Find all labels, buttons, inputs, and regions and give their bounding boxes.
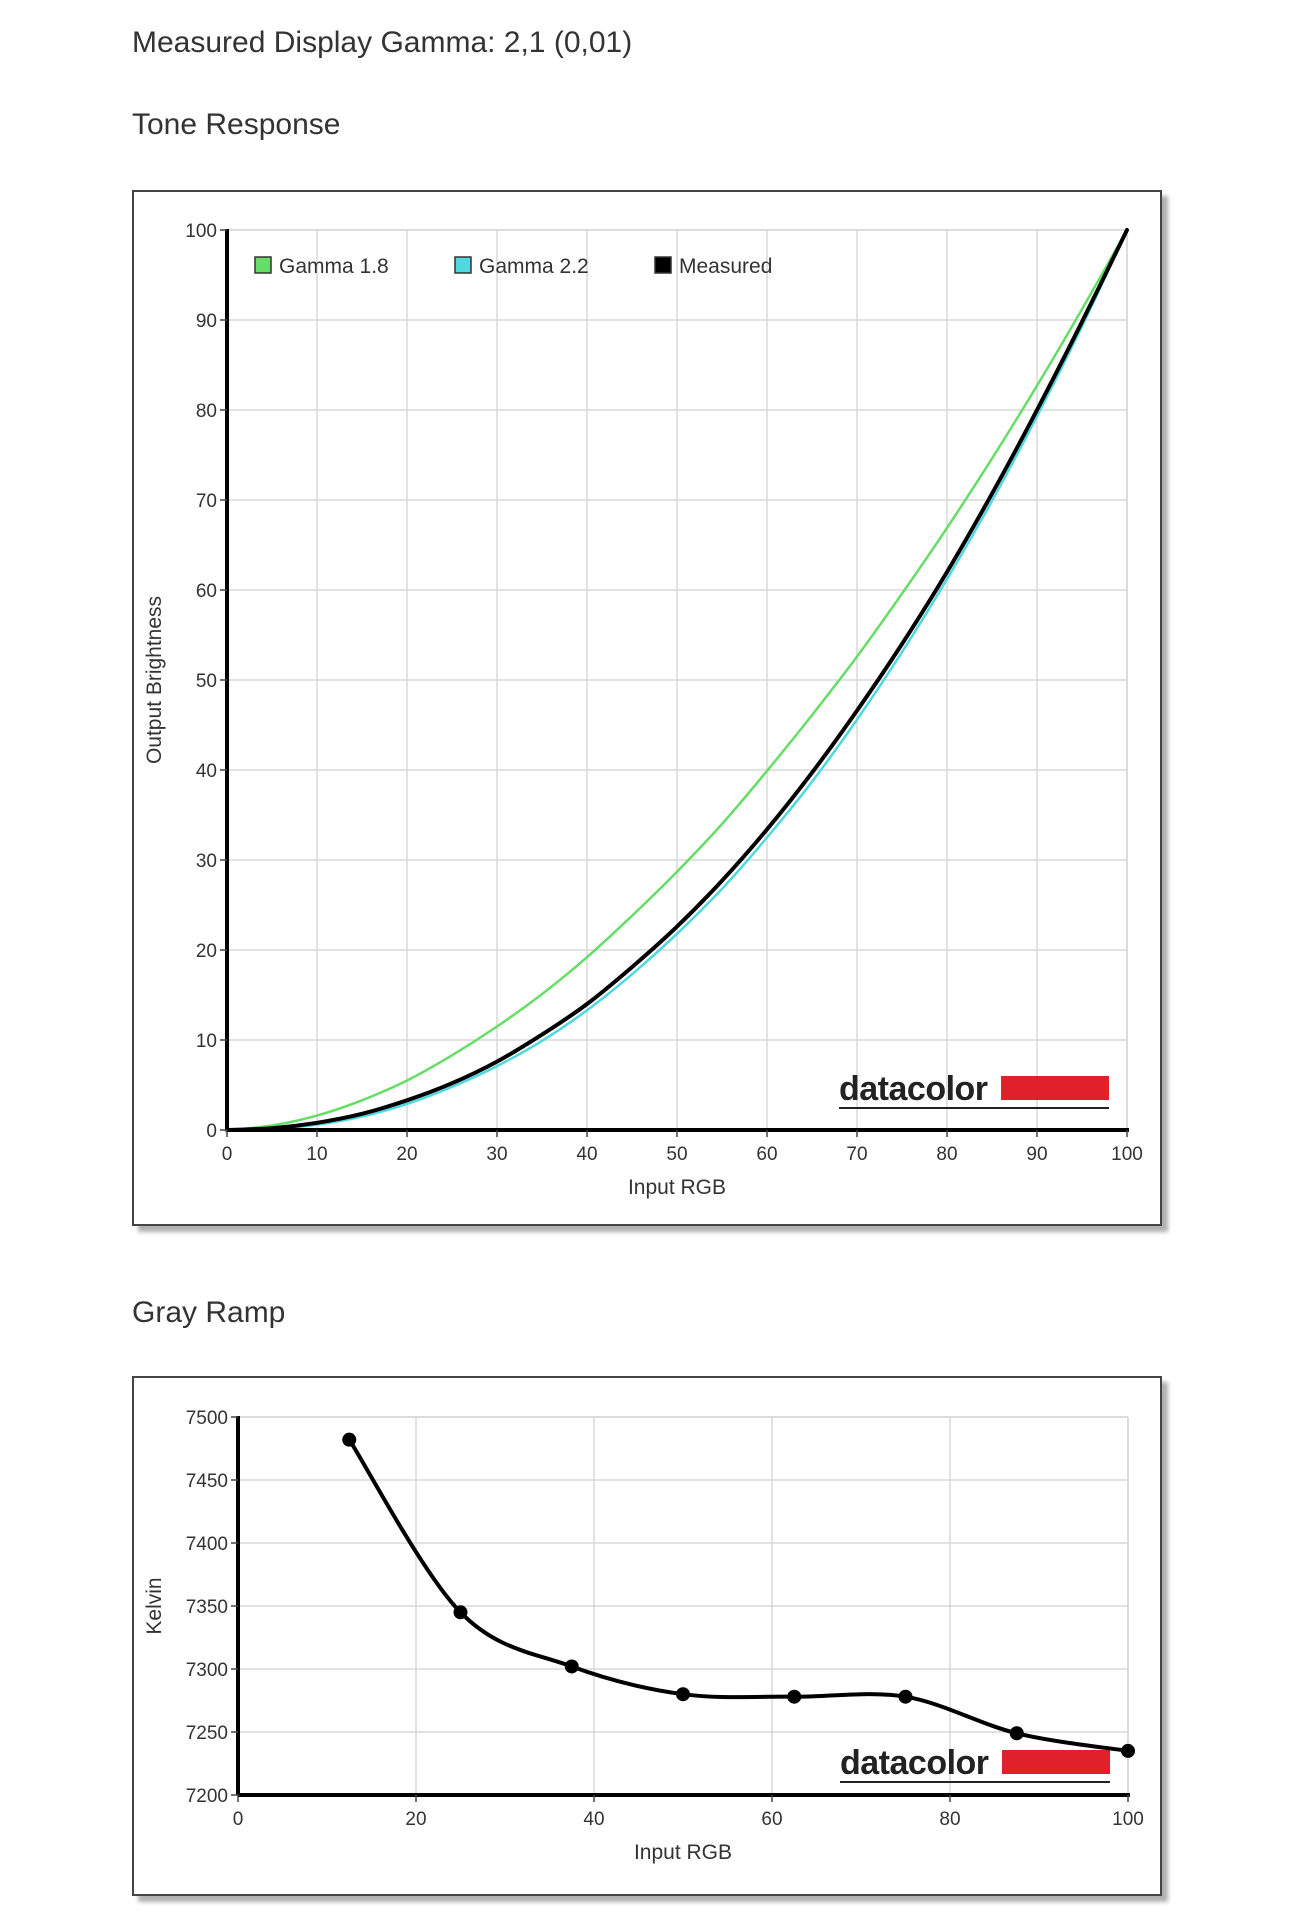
measured-gamma-label: Measured Display Gamma: 2,1 (0,01) (132, 26, 633, 59)
data-point (564, 1659, 579, 1674)
data-point (342, 1432, 357, 1447)
x-tick-label: 20 (405, 1809, 426, 1830)
gray-ramp-chart: datacolor 0 20 40 60 80 100 7200 7250 7300 7350 740… (132, 1376, 1162, 1896)
y-tick-label: 10 (196, 1031, 217, 1052)
x-tick-label: 100 (1111, 1144, 1143, 1165)
x-tick-label: 30 (486, 1144, 507, 1165)
y-tick-label: 60 (196, 581, 217, 602)
tone-response-title: Tone Response (132, 108, 341, 141)
x-tick-label: 40 (576, 1144, 597, 1165)
y-axis-title: Kelvin (143, 1577, 166, 1634)
y-tick-label: 7200 (186, 1786, 228, 1807)
x-tick-label: 60 (756, 1144, 777, 1165)
legend-swatch (454, 256, 472, 274)
y-tick-label: 30 (196, 851, 217, 872)
x-axis-title: Input RGB (634, 1841, 732, 1864)
x-tick-label: 50 (666, 1144, 687, 1165)
y-tick-label: 7250 (186, 1723, 228, 1744)
x-tick-label: 0 (222, 1144, 233, 1165)
data-point (1009, 1726, 1024, 1741)
legend-label: Gamma 2.2 (479, 255, 589, 278)
y-tick-label: 40 (196, 761, 217, 782)
legend-label: Measured (679, 255, 772, 278)
x-tick-label: 0 (233, 1809, 244, 1830)
gray-ramp-title: Gray Ramp (132, 1296, 286, 1329)
y-tick-label: 80 (196, 401, 217, 422)
data-point (1121, 1743, 1135, 1758)
gray-ramp-svg: datacolor 0 20 40 60 80 100 7200 7250 7300 7350 740… (143, 1408, 1144, 1864)
x-tick-label: 80 (936, 1144, 957, 1165)
legend-label: Gamma 1.8 (279, 255, 389, 278)
data-point (898, 1689, 913, 1704)
legend-swatch (254, 256, 272, 274)
y-tick-label: 20 (196, 941, 217, 962)
y-tick-label: 7400 (186, 1534, 228, 1555)
y-tick-label: 7500 (186, 1408, 228, 1429)
y-tick-label: 7350 (186, 1597, 228, 1618)
x-tick-label: 70 (846, 1144, 867, 1165)
datacolor-logo-bar (1002, 1750, 1110, 1774)
datacolor-logo-bar (1001, 1076, 1109, 1100)
x-tick-label: 40 (583, 1809, 604, 1830)
x-tick-label: 80 (939, 1809, 960, 1830)
series-line-1 (225, 228, 1129, 1132)
x-tick-label: 60 (761, 1809, 782, 1830)
y-tick-label: 0 (206, 1121, 217, 1142)
y-tick-label: 100 (185, 221, 217, 242)
legend-swatch (654, 256, 672, 274)
y-tick-label: 50 (196, 671, 217, 692)
tone-response-chart: datacolor 0 10 20 30 40 50 60 70 80 90 100 0 10 20 30 40… (132, 190, 1162, 1226)
y-axis-title: Output Brightness (143, 596, 166, 764)
y-tick-label: 70 (196, 491, 217, 512)
datacolor-logo-text: datacolor (839, 1070, 988, 1108)
series-line-0 (225, 228, 1129, 1132)
x-tick-label: 20 (396, 1144, 417, 1165)
data-point (453, 1605, 468, 1620)
y-tick-label: 90 (196, 311, 217, 332)
x-tick-label: 90 (1026, 1144, 1047, 1165)
y-tick-label: 7300 (186, 1660, 228, 1681)
x-tick-label: 10 (306, 1144, 327, 1165)
series-line-0 (347, 1437, 1130, 1753)
data-point (676, 1687, 690, 1702)
datacolor-logo-text: datacolor (840, 1744, 989, 1782)
x-tick-label: 100 (1112, 1809, 1144, 1830)
tone-response-svg: datacolor 0 10 20 30 40 50 60 70 80 90 100 0 10 20 30 40… (143, 221, 1143, 1199)
x-axis-title: Input RGB (628, 1176, 726, 1199)
series-line-2 (225, 228, 1129, 1132)
y-tick-label: 7450 (186, 1471, 228, 1492)
data-point (787, 1689, 802, 1704)
